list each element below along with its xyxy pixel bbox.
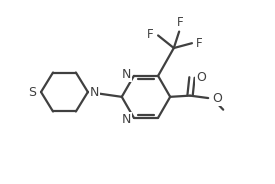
Text: N: N [122,68,131,81]
Text: N: N [90,86,99,98]
Text: F: F [196,37,203,50]
Text: F: F [177,16,184,29]
Text: N: N [122,113,131,125]
Text: O: O [196,71,206,84]
Text: S: S [28,86,36,98]
Text: O: O [212,92,222,105]
Text: F: F [147,28,154,41]
